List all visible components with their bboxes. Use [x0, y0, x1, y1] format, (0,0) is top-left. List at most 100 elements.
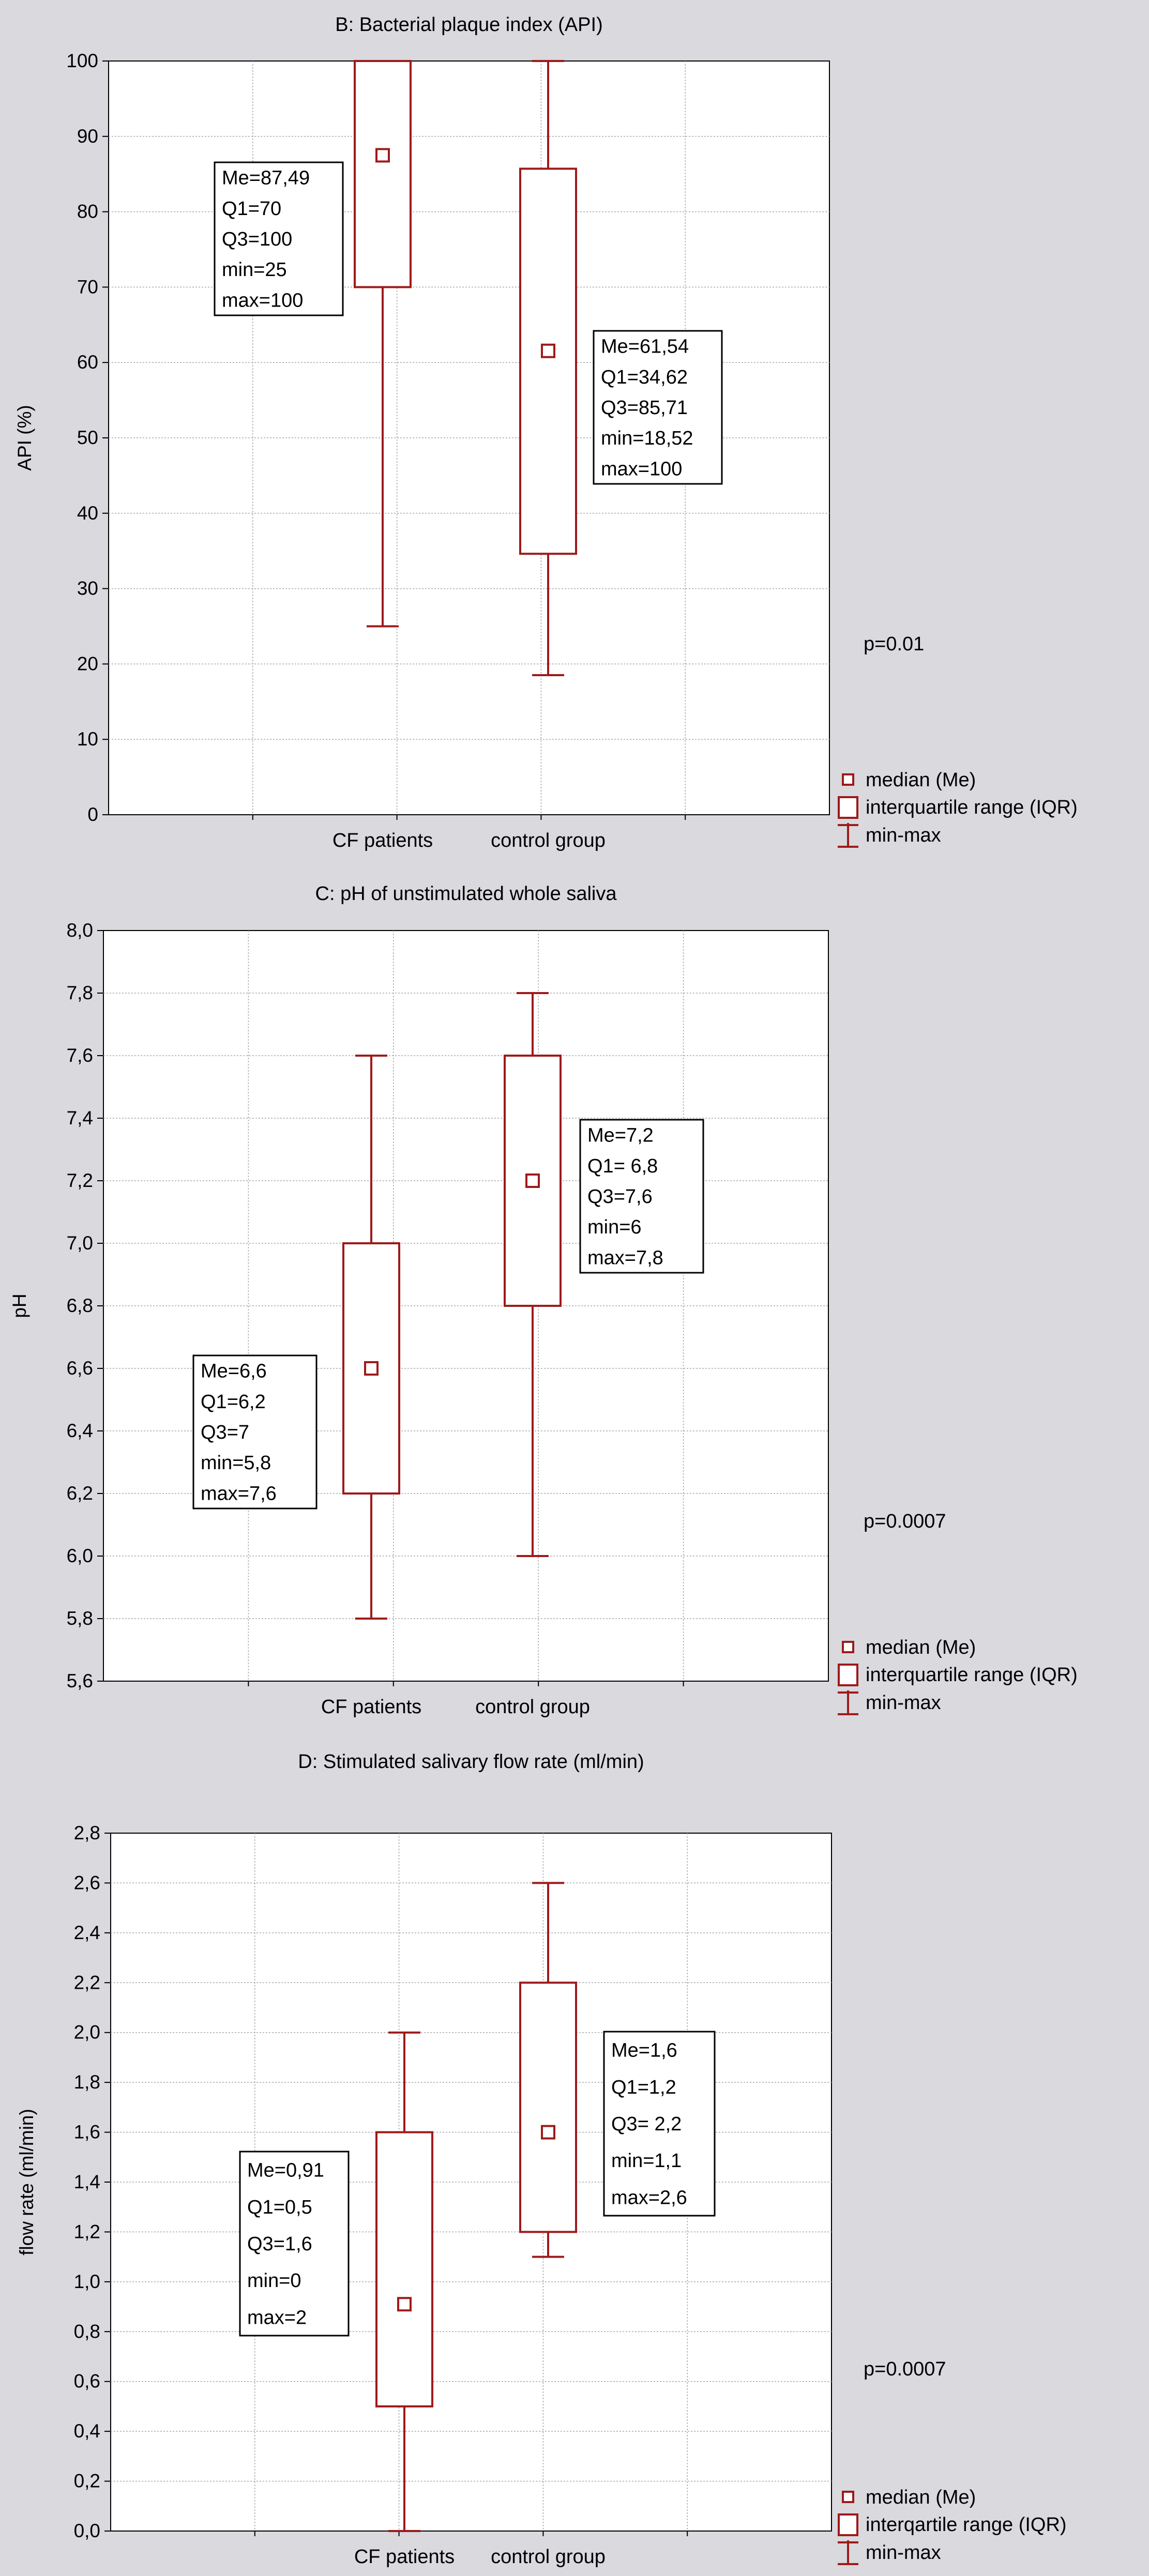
y-tick-label: 6,8 [67, 1295, 93, 1316]
annotation-line: Q1=6,2 [201, 1391, 266, 1413]
y-tick-label: 2,6 [74, 1872, 100, 1893]
p-value: p=0.0007 [864, 1511, 946, 1532]
legend-minmax-label: min-max [866, 1692, 941, 1714]
box-control-group: Me=61,54 Q1=34,62 Q3=85,71 min=18,52 max=100 [519, 60, 723, 676]
annotation-line: Me=7,2 [587, 1125, 654, 1147]
y-tick-label: 0,2 [74, 2471, 100, 2492]
y-tick-label: 0,6 [74, 2371, 100, 2392]
x-category-label: control group [491, 830, 606, 851]
y-tick-label: 20 [77, 653, 98, 674]
annotation-line: Me=61,54 [601, 336, 689, 358]
y-tick-label: 1,0 [74, 2271, 100, 2292]
annotation-line: Q3= 2,2 [611, 2113, 682, 2135]
chart-D: 0,0 0,2 0,4 0,6 0,8 1,0 1,2 1,4 1,6 1,8 2,0 2,2 2,4 2… [16, 1751, 1067, 2568]
iqr-box [342, 1242, 400, 1495]
y-tick-label: 0,0 [74, 2520, 100, 2541]
y-tick-label: 60 [77, 352, 98, 373]
iqr-box [354, 60, 412, 288]
annotation-line: Q3=7,6 [587, 1186, 653, 1208]
annotation-box [593, 330, 723, 485]
y-tick-label: 2,4 [74, 1922, 100, 1943]
legend-median-swatch [842, 1641, 854, 1653]
annotation-line: min=25 [222, 259, 287, 281]
iqr-box [519, 167, 577, 555]
annotation-box [239, 2151, 350, 2337]
legend-iqr-swatch [838, 796, 858, 819]
y-tick-label: 5,8 [67, 1608, 93, 1629]
chart-C: 5,6 5,8 6,0 6,2 6,4 6,6 6,8 7,0 7,2 7,4 7,6 7,8 8,0 C… [9, 883, 1078, 1718]
x-category-label: CF patients [321, 1696, 421, 1718]
annotation-line: Me=1,6 [611, 2040, 677, 2062]
annotation-line: max=100 [601, 458, 682, 480]
legend-iqr-swatch [838, 1664, 858, 1686]
annotation-line: max=2,6 [611, 2187, 687, 2208]
annotation-line: Me=0,91 [247, 2160, 324, 2182]
annotation-line: min=5,8 [201, 1452, 271, 1474]
box-control-group: Me=7,2 Q1= 6,8 Q3=7,6 min=6 max=7,8 [504, 992, 704, 1557]
annotation-line: Q3=85,71 [601, 397, 688, 419]
y-axis-label: API (%) [14, 405, 35, 470]
plot-area [103, 930, 829, 1682]
annotation-box [603, 2031, 716, 2217]
legend: median (Me) interquartile range (IQR) min-… [838, 769, 1078, 848]
y-tick-label: 1,2 [74, 2221, 100, 2242]
x-category-label: control group [475, 1696, 590, 1718]
annotation-line: Q1= 6,8 [587, 1155, 658, 1177]
y-axis-label: flow rate (ml/min) [16, 2109, 37, 2255]
p-value: p=0.0007 [864, 2358, 946, 2380]
legend-median-label: median (Me) [866, 2487, 976, 2508]
annotation-line: max=100 [222, 289, 303, 311]
y-axis-label: pH [9, 1293, 30, 1318]
legend-median-swatch [842, 2491, 854, 2503]
chart-B: 0 10 20 30 40 50 60 70 80 90 100 B: Bacterial plaqu… [14, 14, 1078, 851]
median-marker [525, 1173, 540, 1188]
annotation-line: Me=87,49 [222, 167, 310, 189]
annotation-line: Me=6,6 [201, 1361, 267, 1382]
annotation-line: max=2 [247, 2307, 307, 2328]
annotation-line: Q1=1,2 [611, 2077, 676, 2098]
median-marker [364, 1361, 379, 1376]
annotation-line: min=1,1 [611, 2150, 682, 2172]
y-tick-label: 7,8 [67, 982, 93, 1003]
y-tick-label: 0 [87, 804, 98, 825]
y-tick-label: 2,8 [74, 1822, 100, 1843]
y-tick-label: 1,8 [74, 2071, 100, 2093]
legend: median (Me) interquartile range (IQR) min-… [838, 1637, 1078, 1715]
legend-median-label: median (Me) [866, 1637, 976, 1658]
y-tick-label: 1,6 [74, 2122, 100, 2143]
y-tick-label: 40 [77, 502, 98, 524]
y-tick-label: 7,0 [67, 1232, 93, 1254]
legend-iqr-label: interqartile range (IQR) [866, 2514, 1067, 2536]
iqr-box [375, 2131, 433, 2407]
box-cf-patients: Me=6,6 Q1=6,2 Q3=7 min=5,8 max=7,6 [192, 1055, 400, 1620]
median-marker [541, 2125, 555, 2140]
annotation-box [192, 1354, 318, 1510]
median-marker [397, 2297, 412, 2312]
box-cf-patients: Me=0,91 Q1=0,5 Q3=1,6 min=0 max=2 [239, 2031, 433, 2532]
annotation-line: max=7,6 [201, 1483, 277, 1504]
annotation-line: min=6 [587, 1216, 642, 1238]
iqr-box [519, 1981, 577, 2233]
legend-iqr-label: interquartile range (IQR) [866, 797, 1078, 818]
box-cf-patients: Me=87,49 Q1=70 Q3=100 min=25 max=100 [214, 60, 412, 628]
median-marker [375, 148, 390, 163]
chart-title: B: Bacterial plaque index (API) [335, 14, 603, 36]
box-control-group: Me=1,6 Q1=1,2 Q3= 2,2 min=1,1 max=2,6 [519, 1882, 716, 2258]
annotation-line: Q3=1,6 [247, 2233, 312, 2255]
y-tick-label: 10 [77, 728, 98, 750]
y-tick-label: 2,0 [74, 2022, 100, 2043]
annotation-line: Q3=100 [222, 228, 292, 250]
y-tick-label: 100 [66, 50, 98, 71]
y-tick-label: 80 [77, 201, 98, 222]
y-tick-label: 6,0 [67, 1545, 93, 1566]
y-tick-label: 6,6 [67, 1358, 93, 1379]
y-tick-label: 7,2 [67, 1170, 93, 1191]
x-category-label: control group [491, 2546, 606, 2568]
y-tick-label: 5,6 [67, 1670, 93, 1691]
annotation-box [579, 1119, 704, 1274]
legend-minmax-label: min-max [866, 825, 941, 846]
y-tick-label: 0,8 [74, 2321, 100, 2342]
y-tick-label: 2,2 [74, 1972, 100, 1993]
p-value: p=0.01 [864, 633, 924, 655]
annotation-line: min=18,52 [601, 428, 693, 449]
